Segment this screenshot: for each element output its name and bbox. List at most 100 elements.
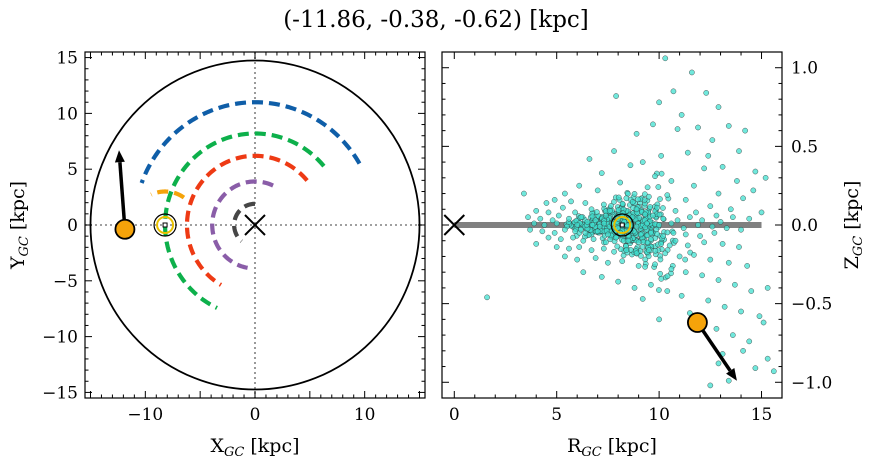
- star-point: [539, 228, 546, 235]
- star-point: [592, 217, 599, 224]
- star-point: [764, 355, 771, 362]
- right-panel-plot: 0 5 10 15 −1.0 −0.5 0.0 0.5 1.0 RGC [kpc] ZGC [kpc…: [441, 51, 866, 460]
- star-point: [699, 272, 705, 279]
- star-point: [625, 237, 632, 244]
- star-point: [664, 288, 671, 294]
- star-point: [742, 127, 748, 134]
- star-point: [603, 212, 609, 219]
- orbit-arc-6: [150, 189, 186, 200]
- star-point: [545, 234, 552, 241]
- star-point: [598, 170, 605, 176]
- y-tick-label: −5: [53, 272, 78, 292]
- x-axis-label: RGC [kpc]: [567, 435, 657, 460]
- x-tick-label: 5: [551, 405, 562, 425]
- star-point: [699, 217, 705, 224]
- star-point: [580, 237, 587, 244]
- y-tick-label: 1.0: [791, 59, 818, 79]
- star-point: [562, 226, 568, 233]
- star-point: [719, 163, 726, 170]
- star-point: [732, 281, 738, 288]
- star-point: [601, 220, 607, 227]
- star-point: [638, 253, 644, 259]
- star-point: [627, 162, 634, 169]
- star-point: [596, 223, 603, 230]
- star-point: [615, 194, 622, 201]
- star-point: [648, 230, 654, 236]
- x-tick-label: −10: [127, 405, 163, 425]
- star-point: [562, 253, 568, 260]
- star-point: [740, 195, 746, 202]
- star-point: [723, 225, 730, 231]
- star-point: [594, 228, 601, 235]
- star-point: [727, 206, 734, 213]
- star-point: [701, 239, 708, 246]
- star-point: [657, 256, 664, 263]
- star-point: [553, 244, 560, 250]
- orbit-arc-4: [210, 179, 274, 270]
- star-point: [752, 365, 759, 371]
- star-point: [654, 231, 660, 237]
- star-point: [650, 121, 656, 128]
- star-point: [623, 247, 630, 254]
- star-point: [674, 126, 681, 132]
- orbit-arc-5: [232, 201, 256, 243]
- star-point: [576, 182, 583, 189]
- star-point: [678, 292, 685, 299]
- star-point: [531, 220, 538, 227]
- star-point: [635, 239, 642, 246]
- star-point: [770, 368, 777, 375]
- star-point: [682, 231, 689, 238]
- star-point: [672, 237, 679, 244]
- star-point: [693, 209, 699, 216]
- star-point: [553, 220, 560, 227]
- star-point: [637, 231, 644, 238]
- orbit-arc-2: [162, 131, 326, 310]
- star-point: [615, 278, 621, 285]
- star-point: [746, 215, 753, 222]
- star-point: [593, 209, 600, 215]
- x-axis-label: XGC [kpc]: [210, 435, 299, 460]
- star-point: [725, 123, 732, 129]
- star-point: [682, 269, 689, 276]
- star-point: [541, 222, 548, 228]
- star-point: [715, 277, 722, 283]
- star-point: [611, 148, 617, 154]
- star-point: [648, 236, 654, 243]
- star-point: [611, 248, 617, 255]
- star-point: [662, 55, 669, 62]
- y-tick-label: −10: [42, 328, 78, 348]
- star-point: [608, 203, 614, 209]
- star-point: [655, 184, 662, 190]
- star-point: [689, 69, 695, 76]
- star-point: [551, 230, 558, 236]
- y-tick-label: 5: [67, 160, 78, 180]
- right-plot-area: [443, 55, 777, 389]
- star-point: [533, 207, 540, 214]
- star-point: [734, 178, 740, 184]
- star-point: [746, 338, 753, 345]
- star-point: [738, 226, 744, 233]
- star-point: [678, 112, 685, 118]
- star-point: [578, 214, 585, 220]
- x-tick-label: 0: [250, 405, 261, 425]
- figure-title: (-11.86, -0.38, -0.62) [kpc]: [283, 7, 589, 33]
- star-point: [641, 191, 648, 198]
- star-point: [551, 196, 558, 203]
- star-point: [664, 273, 671, 280]
- sun-marker-outer: [153, 213, 177, 237]
- star-point: [656, 211, 663, 218]
- star-point: [584, 219, 591, 225]
- star-point: [668, 220, 675, 227]
- star-point: [695, 124, 701, 131]
- x-tick-label: 0: [449, 405, 460, 425]
- star-point: [521, 190, 527, 197]
- star-point: [582, 200, 589, 206]
- object-marker: [114, 218, 136, 240]
- star-point: [668, 266, 675, 272]
- left-plot-content: [85, 52, 425, 398]
- velocity-arrow-head: [114, 150, 125, 163]
- star-point: [589, 222, 596, 228]
- star-point: [748, 288, 755, 294]
- star-point: [639, 243, 646, 250]
